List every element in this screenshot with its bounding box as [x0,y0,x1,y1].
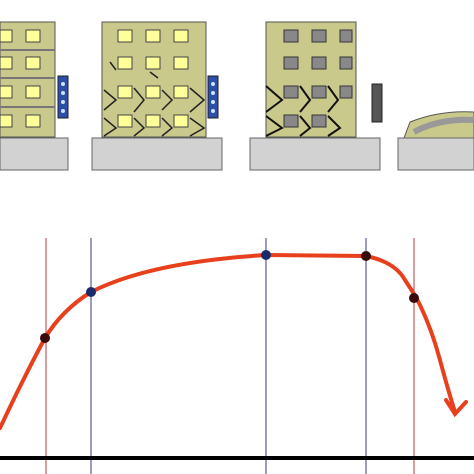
limit-lines [45,238,415,474]
building-collapsed [397,111,474,171]
building-cracked [91,21,223,171]
building-damaged [249,21,383,171]
performance-points [40,250,419,343]
building-intact [0,21,69,171]
curve-arrow [444,398,468,418]
